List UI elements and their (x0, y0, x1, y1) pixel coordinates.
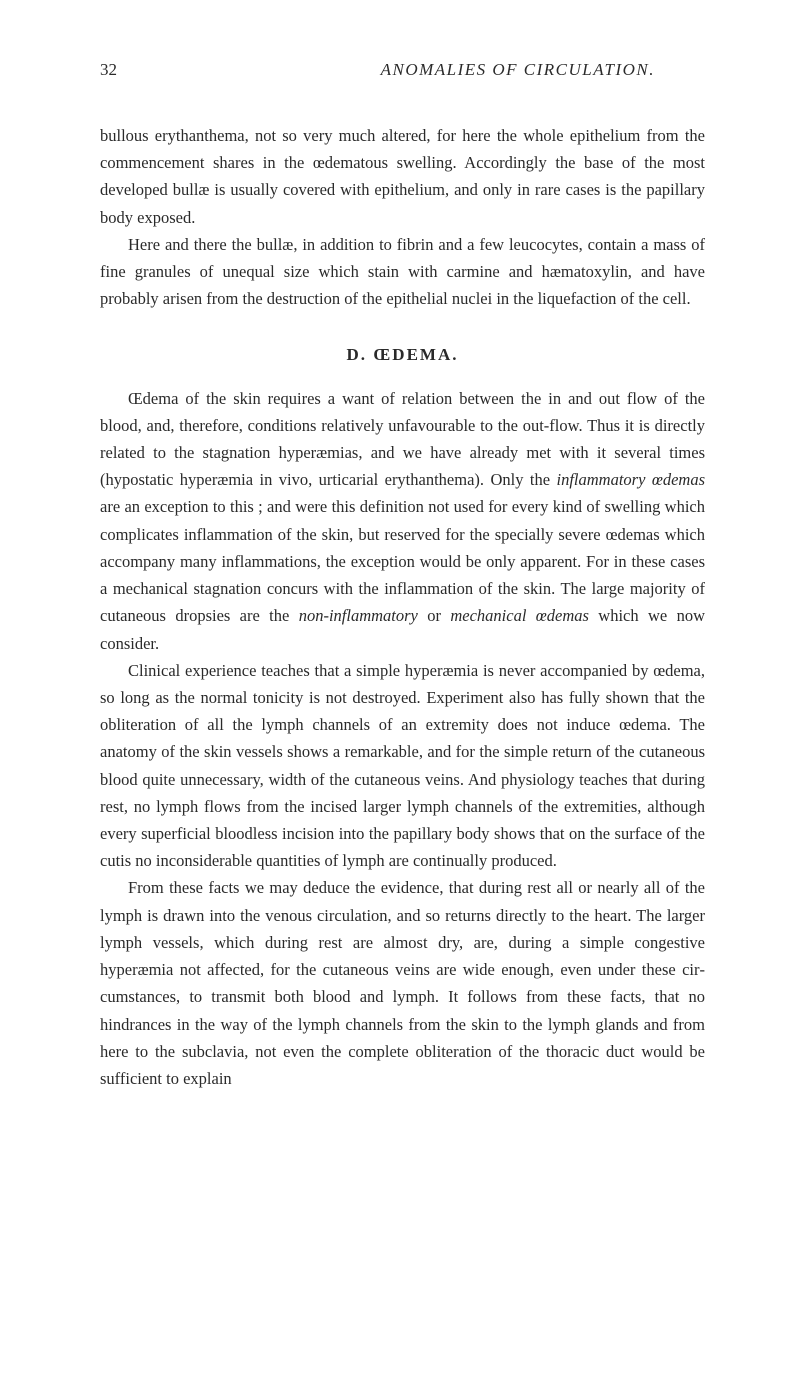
body-paragraph-2: Here and there the bullæ, in addition to… (100, 231, 705, 313)
body-paragraph-4: Clinical experience teaches that a simpl… (100, 657, 705, 875)
page-header: 32 ANOMALIES OF CIRCULATION. (100, 60, 705, 80)
running-title: ANOMALIES OF CIRCULATION. (381, 60, 655, 80)
body-paragraph-1: bullous erythanthema, not so very much a… (100, 122, 705, 231)
page-number: 32 (100, 60, 117, 80)
italic-span: inflammatory œdemas (556, 470, 705, 489)
body-paragraph-3: Œdema of the skin requires a want of rel… (100, 385, 705, 657)
text-span: or (418, 606, 450, 625)
italic-span: mechanical œdemas (450, 606, 589, 625)
section-heading: D. ŒDEMA. (100, 345, 705, 365)
body-paragraph-5: From these facts we may deduce the evide… (100, 874, 705, 1092)
italic-span: non-inflammatory (299, 606, 418, 625)
